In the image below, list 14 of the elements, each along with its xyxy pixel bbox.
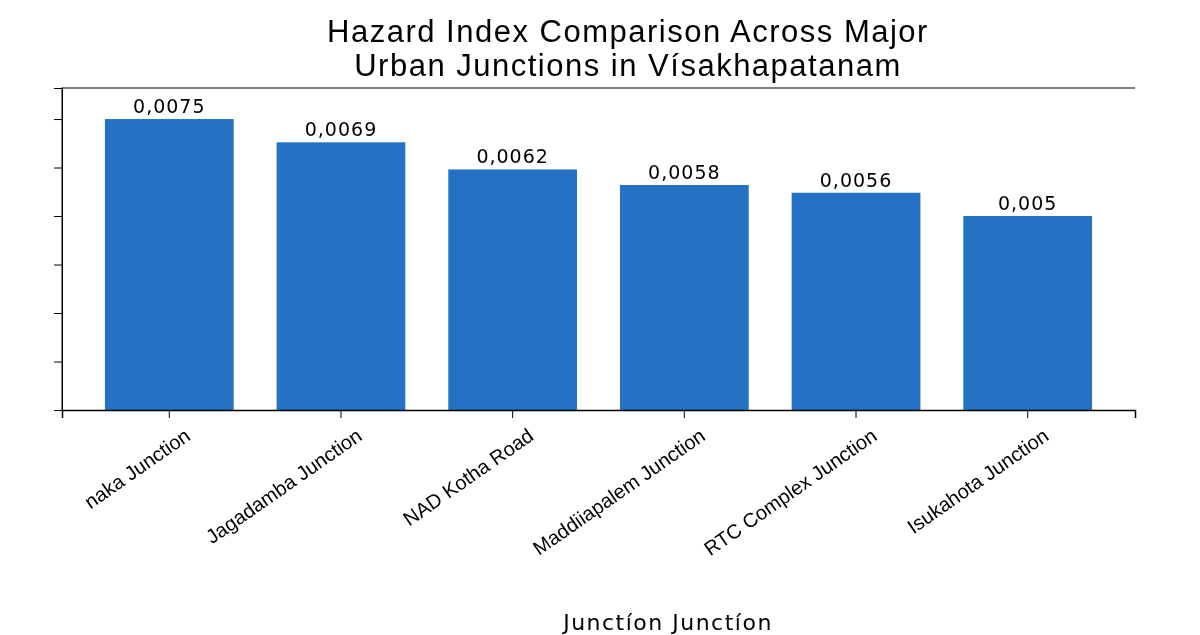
bar [104, 119, 234, 410]
data-label: 0,0056 [819, 168, 893, 191]
chart-title: Hazard Index Comparison Across Major Urban Junctions in Vísakhapatanam [327, 14, 929, 83]
data-label: 0,0075 [133, 95, 206, 118]
bar [619, 184, 749, 410]
data-label: 0,0062 [476, 145, 549, 168]
data-label: 0,005 [998, 192, 1058, 215]
bar [791, 192, 921, 410]
bar [448, 169, 578, 410]
data-label: 0,0058 [648, 160, 721, 183]
data-label: 0,0069 [304, 118, 378, 141]
bar [276, 142, 406, 410]
x-axis-title: Junctíon Junctíon [561, 610, 773, 635]
bar [963, 216, 1093, 410]
